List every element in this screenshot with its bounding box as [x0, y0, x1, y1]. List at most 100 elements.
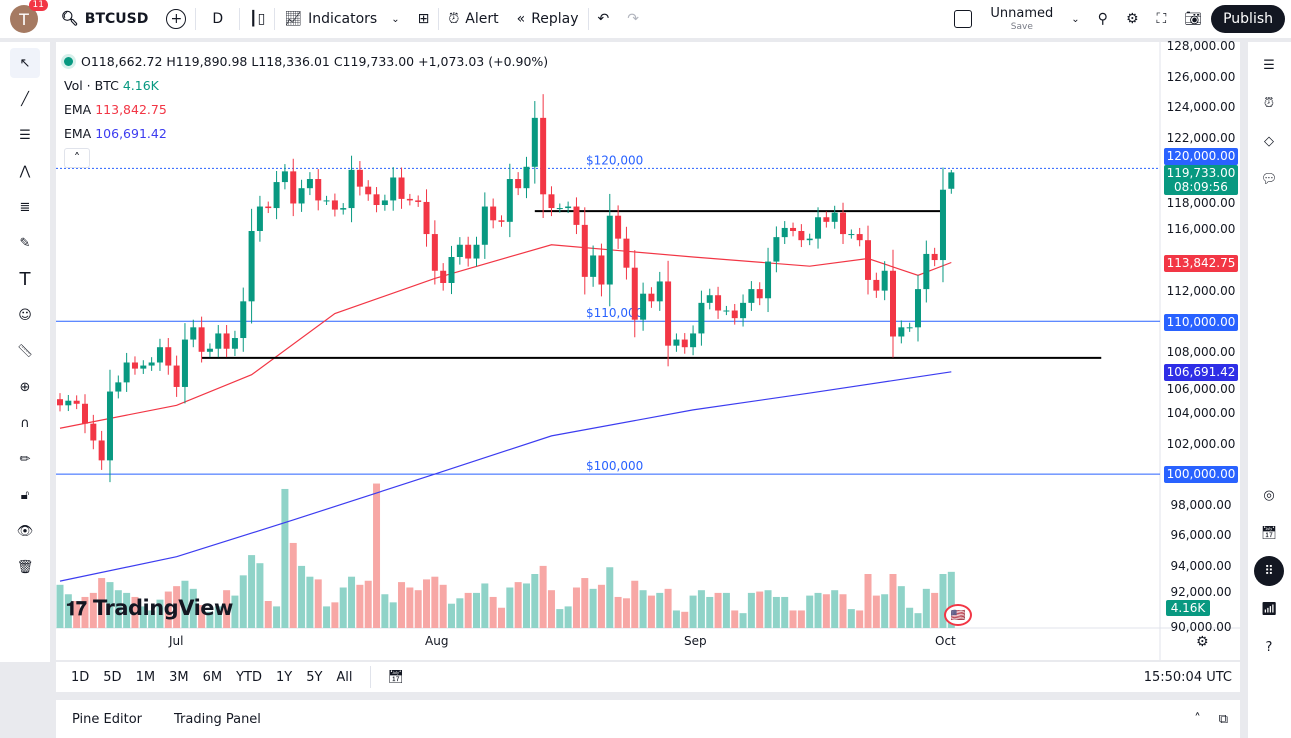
trading-panel-tab[interactable]: Trading Panel — [174, 711, 261, 727]
avatar[interactable]: T 11 — [10, 0, 48, 33]
forecast-icon: ≣ — [19, 199, 31, 215]
replay-button[interactable]: « Replay — [508, 0, 588, 38]
bar-countdown: 08:09:56 — [1174, 180, 1228, 194]
publish-button[interactable]: Publish — [1211, 5, 1285, 33]
trendline-icon: ╱ — [21, 91, 29, 107]
fib-tool[interactable]: ☰ — [10, 120, 40, 150]
visibility-tool[interactable]: 👁︎ — [10, 516, 40, 546]
measure-tool[interactable]: 📏︎ — [10, 336, 40, 366]
time-label: Oct — [935, 634, 956, 648]
price-tick: 90,000.00 — [1170, 620, 1232, 634]
search-icon: 🔍︎ — [61, 11, 79, 27]
clock[interactable]: 15:50:04 UTC — [1143, 669, 1232, 685]
help-button[interactable]: ? — [1254, 632, 1284, 662]
pine-editor-tab[interactable]: Pine Editor — [72, 711, 143, 727]
cursor-tool[interactable]: ↖ — [10, 48, 40, 78]
range-all[interactable]: All — [336, 669, 353, 685]
snapshot-button[interactable]: 📷︎ — [1175, 0, 1211, 38]
camera-icon: 📷︎ — [1184, 11, 1203, 27]
collapse-legend-button[interactable]: ˄ — [64, 148, 90, 168]
volume-label: Vol · BTC — [64, 78, 119, 93]
delete-tool[interactable]: 🗑︎ — [10, 552, 40, 582]
calendar-button[interactable]: 📅︎ — [1254, 518, 1284, 548]
top-toolbar: T 11 🔍︎ BTCUSD + D ┃▯ 📈︎ Indicators ⌄ ⊞ ⏰︎ Al… — [0, 0, 1291, 38]
symbol-search[interactable]: 🔍︎ BTCUSD — [52, 0, 157, 38]
pattern-tool[interactable]: ⋀ — [10, 156, 40, 186]
plus-circle-icon: + — [166, 9, 187, 29]
volume-row[interactable]: Vol · BTC 4.16K — [64, 74, 548, 98]
range-5d[interactable]: 5D — [103, 669, 122, 685]
forecast-tool[interactable]: ≣ — [10, 192, 40, 222]
indicators-button[interactable]: 📈︎ Indicators ⌄ — [275, 0, 408, 38]
range-5y[interactable]: 5Y — [306, 669, 323, 685]
range-3m[interactable]: 3M — [169, 669, 189, 685]
price-tick: 94,000.00 — [1170, 558, 1232, 573]
ema-fast-row[interactable]: EMA 113,842.75 — [64, 98, 548, 122]
cursor-icon: ↖ — [19, 55, 31, 71]
fullscreen-button[interactable]: ⛶ — [1148, 0, 1176, 38]
chart-type-button[interactable]: ┃▯ — [240, 0, 274, 38]
chats-button[interactable]: 💬︎ — [1254, 164, 1284, 194]
range-1y[interactable]: 1Y — [275, 669, 293, 685]
products-button[interactable]: ⠿ — [1254, 556, 1284, 586]
layout-checkbox[interactable] — [945, 0, 981, 38]
chevron-up-icon: ˄ — [1194, 711, 1201, 727]
price-tick: 118,000.00 — [1166, 196, 1236, 210]
layers-icon: ◇ — [1264, 133, 1274, 149]
magnet-tool[interactable]: ∩ — [10, 408, 40, 438]
lightning-search-icon: ⚲ — [1097, 11, 1108, 27]
alert-button[interactable]: ⏰︎ Alert — [439, 0, 507, 38]
layout-name-button[interactable]: Unnamed Save — [981, 0, 1062, 38]
text-tool[interactable]: T — [10, 264, 40, 294]
range-1d[interactable]: 1D — [71, 669, 90, 685]
brush-tool[interactable]: ✎ — [10, 228, 40, 258]
news-button[interactable]: 📶︎ — [1254, 594, 1284, 624]
price-tick: 102,000.00 — [1166, 436, 1236, 451]
price-tick: 116,000.00 — [1166, 222, 1236, 237]
undo-button[interactable]: ↶ — [589, 0, 619, 38]
trendline-tool[interactable]: ╱ — [10, 84, 40, 114]
gear-icon: ⚙ — [1125, 11, 1139, 27]
pattern-icon: ⋀ — [19, 163, 31, 179]
quick-search-button[interactable]: ⚲ — [1089, 0, 1117, 38]
range-6m[interactable]: 6M — [202, 669, 223, 685]
settings-button[interactable]: ⚙ — [1117, 0, 1148, 38]
maximize-panel-button[interactable]: ⧉ — [1219, 712, 1228, 727]
ema-label: EMA — [64, 126, 92, 141]
zoom-tool[interactable]: ⊕ — [10, 372, 40, 402]
ema-slow-row[interactable]: EMA 106,691.42 — [64, 122, 548, 146]
goto-date-button[interactable]: 📅︎ — [381, 670, 412, 685]
magnet-icon: ∩ — [20, 415, 30, 431]
price-label-110k: 110,000.00 — [1164, 314, 1238, 331]
lock-drawing-tool[interactable]: ✏ — [10, 444, 40, 474]
time-label: Sep — [684, 634, 707, 648]
redo-button[interactable]: ↷ — [618, 0, 648, 38]
templates-button[interactable]: ⊞ — [409, 0, 439, 38]
redo-icon: ↷ — [627, 11, 640, 27]
watchlist-button[interactable]: ☰ — [1254, 50, 1284, 80]
pencil-lock-icon: ✏ — [19, 451, 31, 467]
price-tick: 104,000.00 — [1166, 405, 1236, 420]
collapse-panel-button[interactable]: ˄ — [1194, 712, 1201, 727]
price-tick: 106,000.00 — [1166, 382, 1236, 396]
range-1m[interactable]: 1M — [135, 669, 156, 685]
ruler-icon: 📏︎ — [16, 343, 34, 359]
emoji-tool[interactable]: ☺ — [10, 300, 40, 330]
ideas-button[interactable]: ◎ — [1254, 480, 1284, 510]
alerts-button[interactable]: ⏰︎ — [1254, 88, 1284, 118]
time-axis-settings-button[interactable]: ⚙ — [1196, 634, 1209, 650]
drawing-toolbar: ↖ ╱ ☰ ⋀ ≣ ✎ T ☺ 📏︎ ⊕ ∩ ✏ 🔓︎ 👁︎ 🗑︎ — [0, 42, 50, 662]
divider — [587, 8, 589, 30]
range-ytd[interactable]: YTD — [236, 669, 262, 685]
calendar-icon: 📅︎ — [1260, 525, 1278, 541]
lock-tool[interactable]: 🔓︎ — [10, 480, 40, 510]
price-tick: 98,000.00 — [1170, 497, 1232, 512]
compare-button[interactable]: + — [157, 0, 195, 38]
object-tree-button[interactable]: ◇ — [1254, 126, 1284, 156]
symbol-label: BTCUSD — [84, 11, 149, 27]
us-flag-event-icon[interactable]: 🇺🇸 — [944, 604, 972, 626]
interval-button[interactable]: D — [212, 11, 224, 27]
rewind-icon: « — [516, 11, 526, 27]
fullscreen-icon: ⛶ — [1156, 11, 1167, 27]
layout-menu-button[interactable]: ⌄ — [1062, 0, 1088, 38]
